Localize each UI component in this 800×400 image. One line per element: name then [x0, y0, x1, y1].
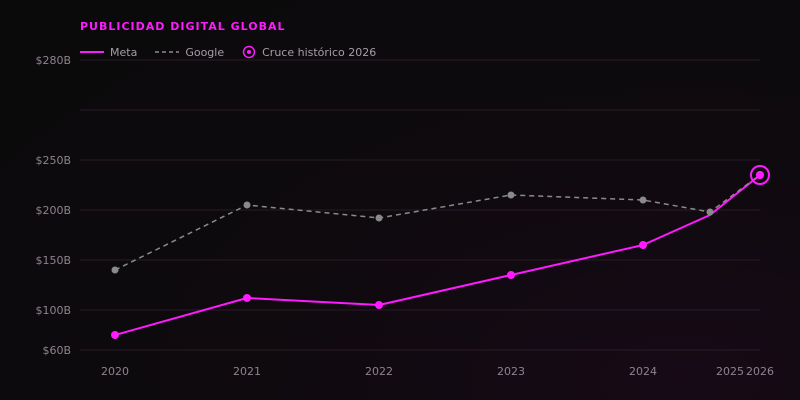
legend-label-crossover: Cruce histórico 2026 — [262, 45, 377, 59]
series-line-meta — [114, 174, 761, 336]
crossover-point — [756, 171, 764, 179]
series-line-google — [114, 174, 761, 271]
legend: Meta Google Cruce histórico 2026 — [80, 44, 394, 60]
point-google-2023 — [507, 191, 515, 199]
y-tick-label: $60B — [42, 344, 71, 357]
point-google-2020 — [111, 266, 119, 274]
point-google-2021 — [243, 201, 251, 209]
x-tick-label: 2026 — [746, 365, 774, 378]
y-tick-label: $280B — [35, 54, 71, 67]
legend-label-google: Google — [185, 45, 225, 59]
point-google-2025 — [706, 208, 714, 216]
x-tick-label: 2021 — [233, 365, 261, 378]
y-tick-label: $250B — [35, 154, 71, 167]
y-tick-label: $100B — [35, 304, 71, 317]
crossover-ring — [750, 165, 770, 185]
chart-title: PUBLICIDAD DIGITAL GLOBAL — [80, 20, 286, 33]
y-tick-label: $200B — [35, 204, 71, 217]
x-tick-label: 2025 — [716, 365, 744, 378]
x-tick-label: 2022 — [365, 365, 393, 378]
legend-label-meta: Meta — [110, 45, 138, 59]
point-google-2022 — [375, 214, 383, 222]
legend-item-meta: Meta — [80, 46, 137, 59]
x-tick-label: 2023 — [497, 365, 525, 378]
legend-swatch-google — [155, 51, 180, 53]
point-meta-2023 — [507, 271, 515, 279]
x-tick-label: 2020 — [101, 365, 129, 378]
legend-item-google: Google — [155, 46, 224, 59]
point-google-2024 — [639, 196, 647, 204]
legend-swatch-crossover — [242, 45, 256, 59]
legend-item-crossover: Cruce histórico 2026 — [242, 45, 376, 59]
x-tick-label: 2024 — [629, 365, 657, 378]
point-meta-2024 — [639, 241, 647, 249]
point-meta-2020 — [111, 331, 119, 339]
point-meta-2021 — [243, 294, 251, 302]
point-meta-2022 — [375, 301, 383, 309]
y-tick-label: $150B — [35, 254, 71, 267]
legend-swatch-meta — [80, 51, 104, 53]
